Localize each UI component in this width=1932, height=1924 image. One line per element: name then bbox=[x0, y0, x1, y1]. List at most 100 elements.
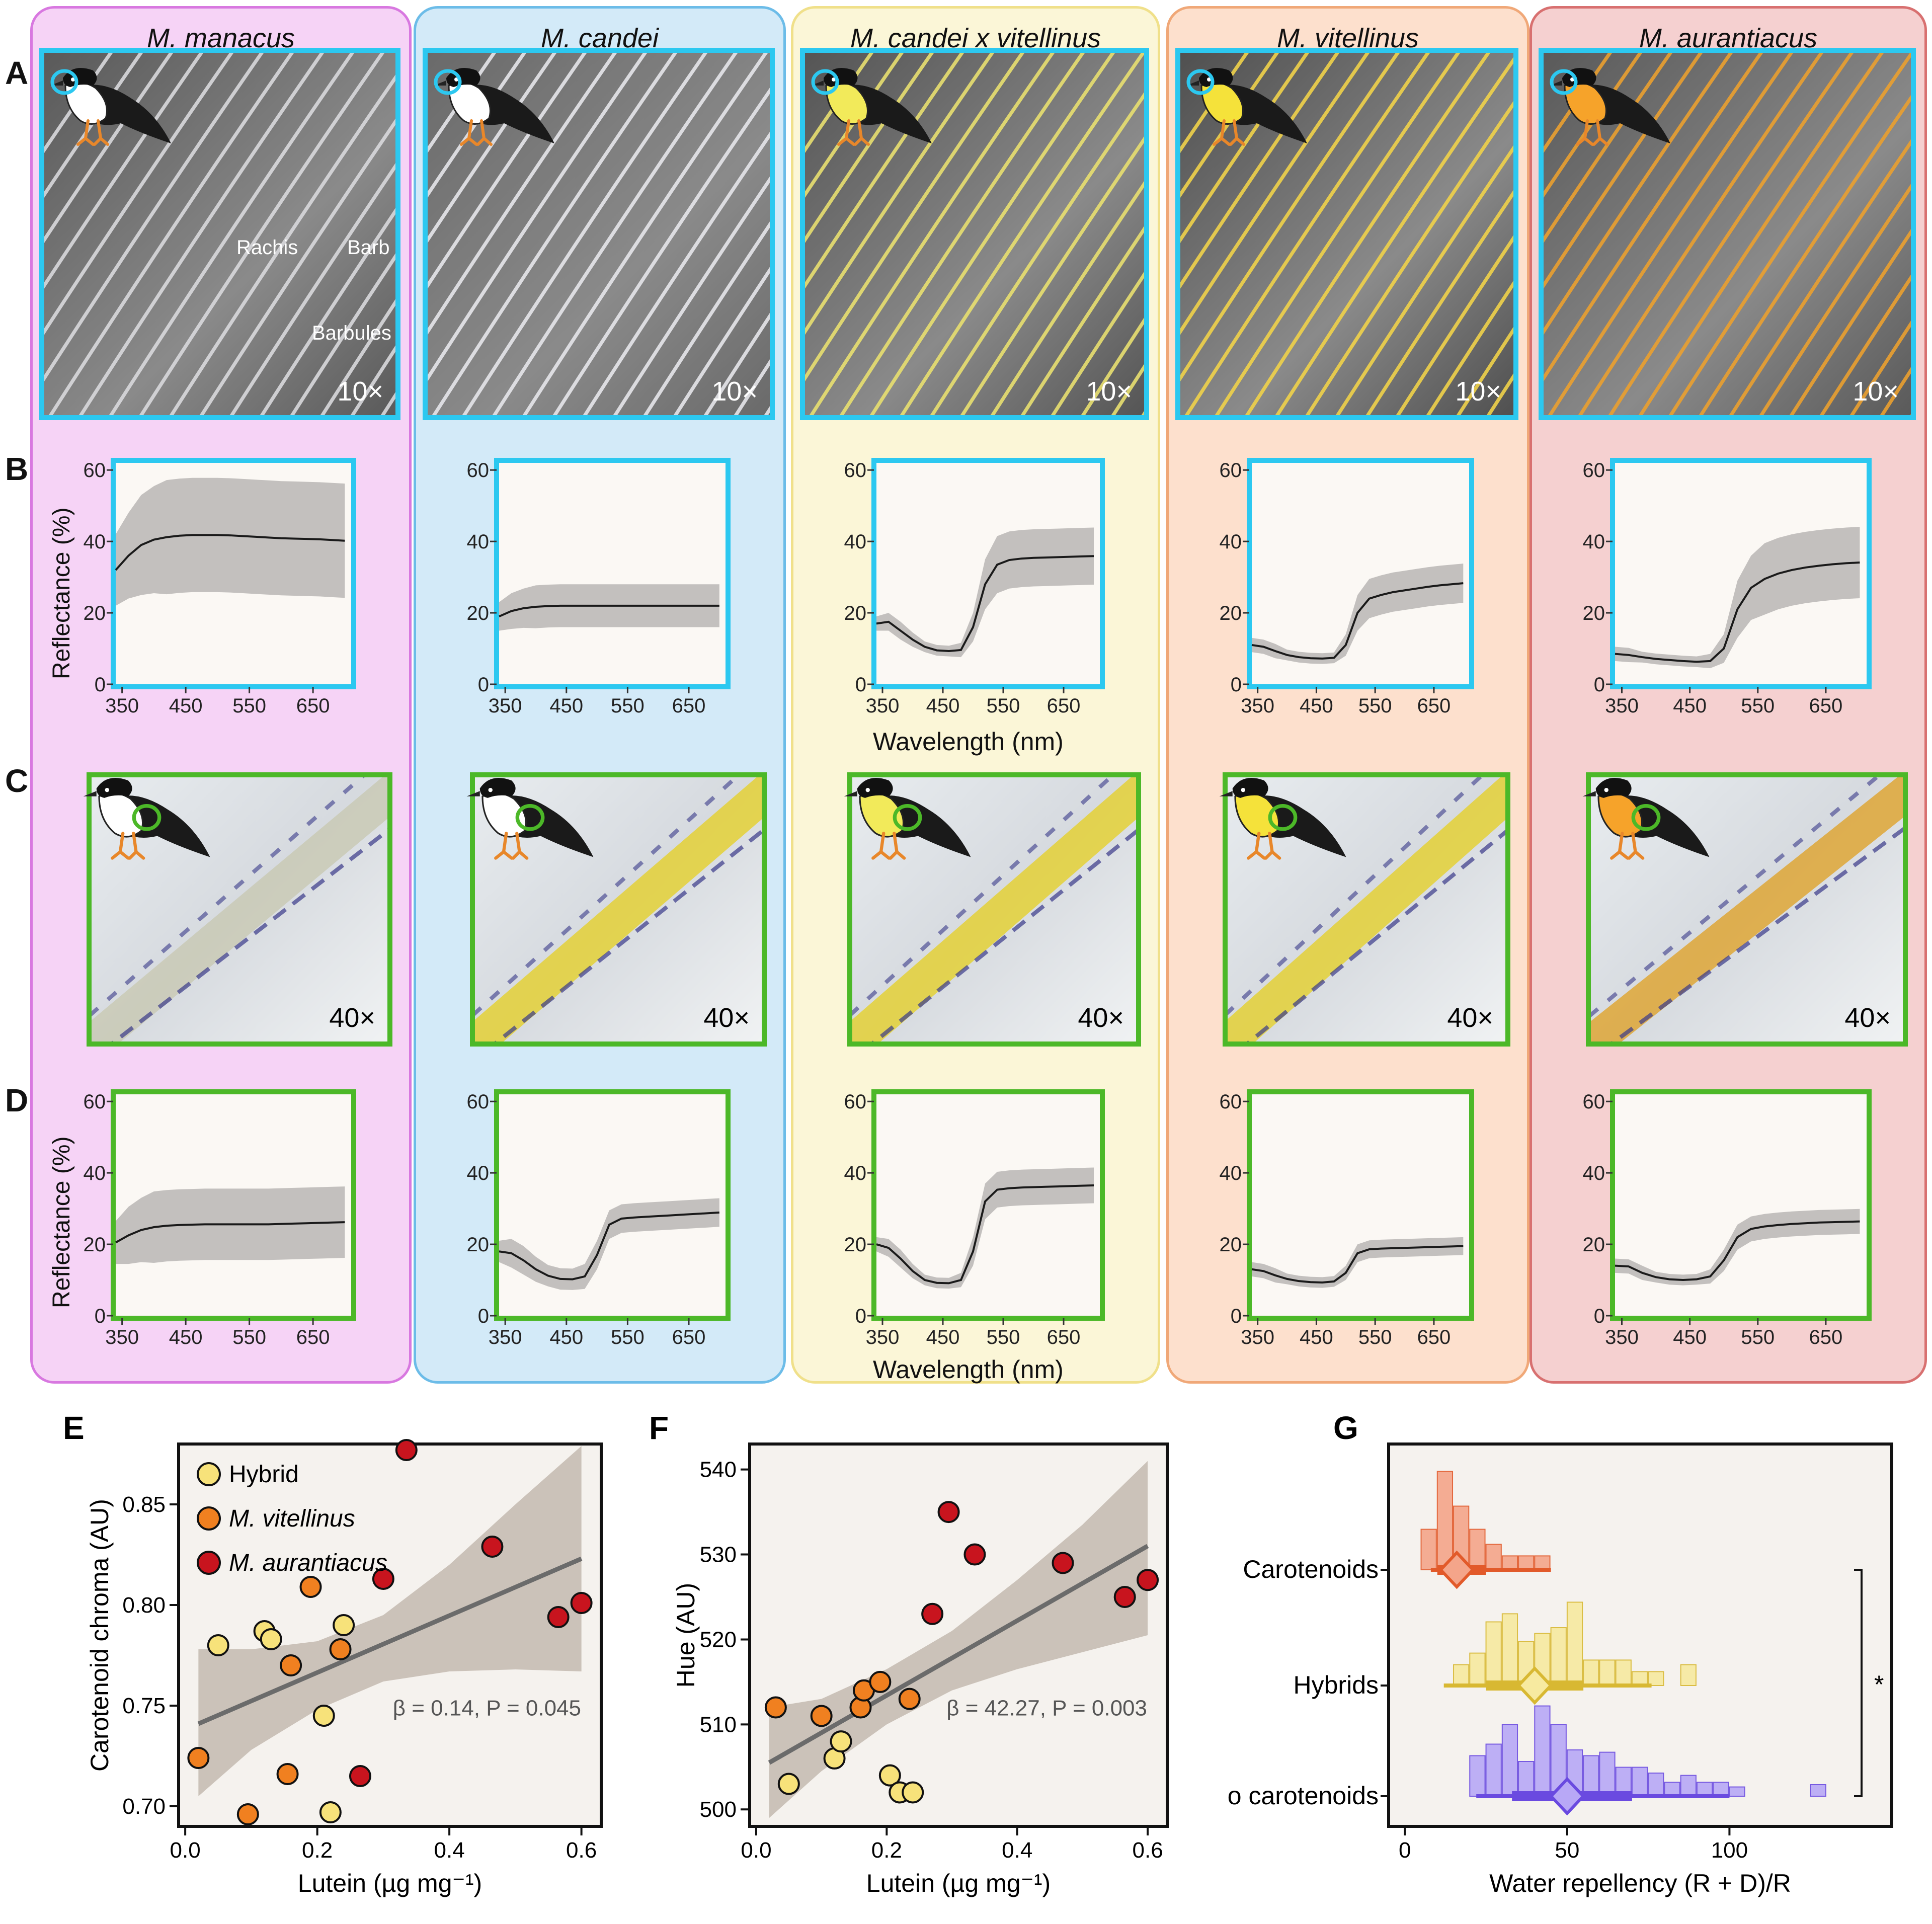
x-tick-label: 650 bbox=[1417, 695, 1451, 717]
magnification-label: 10× bbox=[1086, 376, 1132, 407]
panel-label-b: B bbox=[5, 451, 29, 487]
y-tick-label: 40 bbox=[84, 1162, 106, 1184]
y-tick-label: 60 bbox=[467, 459, 490, 482]
spectrum-plot-frame bbox=[494, 458, 731, 689]
x-axis-label: Lutein (µg mg⁻¹) bbox=[866, 1869, 1051, 1897]
histogram-bar bbox=[1534, 1705, 1551, 1797]
y-tick-label: 0 bbox=[855, 1305, 866, 1327]
data-point bbox=[869, 1670, 892, 1693]
x-tick-label: 50 bbox=[1555, 1838, 1579, 1863]
y-tick-label: 20 bbox=[1220, 602, 1242, 624]
confidence-band bbox=[198, 1446, 582, 1796]
y-tick-label: 60 bbox=[1583, 1091, 1605, 1113]
y-tick-label: 20 bbox=[844, 602, 867, 624]
feather-barb-closeup bbox=[852, 777, 1136, 1041]
x-tick-label: 550 bbox=[1358, 695, 1392, 717]
x-tick-label: 350 bbox=[105, 1326, 139, 1348]
x-tick-label: 350 bbox=[105, 695, 139, 717]
magnification-label: 10× bbox=[337, 376, 383, 407]
histogram-bar bbox=[1696, 1782, 1713, 1797]
y-tick-label: 60 bbox=[1220, 459, 1242, 482]
spectrum-band bbox=[499, 1198, 719, 1290]
spectrum-mean-line bbox=[1251, 582, 1464, 660]
spectrum-band bbox=[1615, 527, 1860, 669]
y-tick-label: 0 bbox=[1231, 674, 1242, 696]
feather-barbs bbox=[1544, 53, 1911, 415]
x-tick-label: 450 bbox=[549, 1326, 583, 1348]
spectrum-b-1: 350 450 550 650 0 20 40 60 bbox=[467, 459, 719, 717]
y-tick-label: 20 bbox=[84, 602, 106, 624]
y-tick-label: 0 bbox=[1594, 674, 1605, 696]
data-point bbox=[333, 1614, 355, 1636]
data-point bbox=[372, 1568, 394, 1590]
histogram-bar bbox=[1729, 1786, 1745, 1797]
x-tick-label: 350 bbox=[1605, 695, 1639, 717]
x-tick-label: 450 bbox=[926, 695, 960, 717]
bird-illustration bbox=[50, 68, 171, 146]
significance-star: * bbox=[1874, 1670, 1884, 1699]
data-point bbox=[1113, 1586, 1136, 1608]
x-tick-label: 0.4 bbox=[434, 1838, 465, 1863]
x-tick-label: 650 bbox=[1047, 1326, 1081, 1348]
chart-e: E 0.0 0.2 0.4 0.6 0.70 0.75 0.80 0.85 Lutein (µg … bbox=[63, 1410, 603, 1897]
magnification-label: 10× bbox=[1853, 376, 1899, 407]
data-point bbox=[395, 1439, 418, 1461]
data-point bbox=[187, 1747, 210, 1769]
feather-photo-40x: 40× bbox=[1223, 772, 1510, 1047]
y-tick-label: 0 bbox=[1231, 1305, 1242, 1327]
spectrum-b-3: 350 450 550 650 0 20 40 60 bbox=[1220, 459, 1464, 717]
data-point bbox=[547, 1606, 570, 1628]
histogram-bar bbox=[1469, 1755, 1486, 1797]
x-tick-label: 450 bbox=[1673, 1326, 1707, 1348]
histogram-bar bbox=[1501, 1555, 1518, 1570]
spectrum-d-1: 350 450 550 650 0 20 40 60 bbox=[467, 1091, 719, 1348]
x-tick-label: 550 bbox=[1358, 1326, 1392, 1348]
regression-line bbox=[768, 1544, 1149, 1765]
x-tick-label: 550 bbox=[611, 1326, 645, 1348]
data-point bbox=[902, 1781, 924, 1804]
x-tick-label: 450 bbox=[1300, 695, 1333, 717]
spectrum-b-4: 350 450 550 650 0 20 40 60 bbox=[1583, 459, 1860, 717]
bird-illustration bbox=[1550, 68, 1670, 146]
data-point bbox=[878, 1764, 901, 1787]
x-axis-label: Water repellency (R + D)/R bbox=[1489, 1869, 1791, 1897]
histogram-bar bbox=[1664, 1782, 1680, 1797]
data-point bbox=[830, 1730, 852, 1753]
x-tick-label: 0.6 bbox=[1133, 1838, 1163, 1863]
x-tick-label: 550 bbox=[1741, 1326, 1775, 1348]
histogram-bar bbox=[1534, 1555, 1551, 1570]
x-tick-label: 350 bbox=[1605, 1326, 1639, 1348]
histogram-bar bbox=[1420, 1529, 1437, 1570]
y-tick-label: 20 bbox=[467, 602, 490, 624]
x-tick-label: 450 bbox=[926, 1326, 960, 1348]
spectrum-d-2: 350 450 550 650 0 20 40 60 bbox=[844, 1091, 1094, 1348]
data-point bbox=[349, 1765, 371, 1787]
photo-annotation-rachis: Rachis bbox=[236, 236, 298, 259]
data-point bbox=[810, 1705, 833, 1727]
x-tick-label: 650 bbox=[1809, 1326, 1843, 1348]
spectrum-mean-line bbox=[115, 534, 345, 571]
y-tick-label: 20 bbox=[1220, 1234, 1242, 1256]
y-tick-label: 40 bbox=[844, 531, 867, 553]
feather-barb-closeup bbox=[1591, 777, 1903, 1041]
x-tick-label: 350 bbox=[866, 1326, 900, 1348]
confidence-band bbox=[769, 1461, 1148, 1818]
feather-barbs bbox=[428, 53, 770, 415]
spectrum-band bbox=[499, 584, 719, 631]
data-point bbox=[1137, 1569, 1159, 1591]
y-tick-label: 0.70 bbox=[122, 1794, 166, 1819]
magnification-label: 10× bbox=[711, 376, 758, 407]
regression-line bbox=[197, 1556, 583, 1726]
histogram-bar bbox=[1648, 1773, 1664, 1797]
y-tick-label: 40 bbox=[1583, 1162, 1605, 1184]
magnification-label: 40× bbox=[1078, 1003, 1124, 1033]
x-tick-label: 0.0 bbox=[170, 1838, 201, 1863]
magnification-label: 40× bbox=[1844, 1003, 1891, 1033]
y-tick-label: 60 bbox=[84, 1091, 106, 1113]
spectrum-mean-line bbox=[1615, 1220, 1860, 1281]
y-tick-label: 20 bbox=[84, 1234, 106, 1256]
histogram-bar bbox=[1583, 1755, 1599, 1797]
y-axis-label: Carotenoid chroma (AU) bbox=[86, 1499, 114, 1772]
data-point bbox=[276, 1763, 299, 1785]
data-point bbox=[260, 1628, 282, 1650]
